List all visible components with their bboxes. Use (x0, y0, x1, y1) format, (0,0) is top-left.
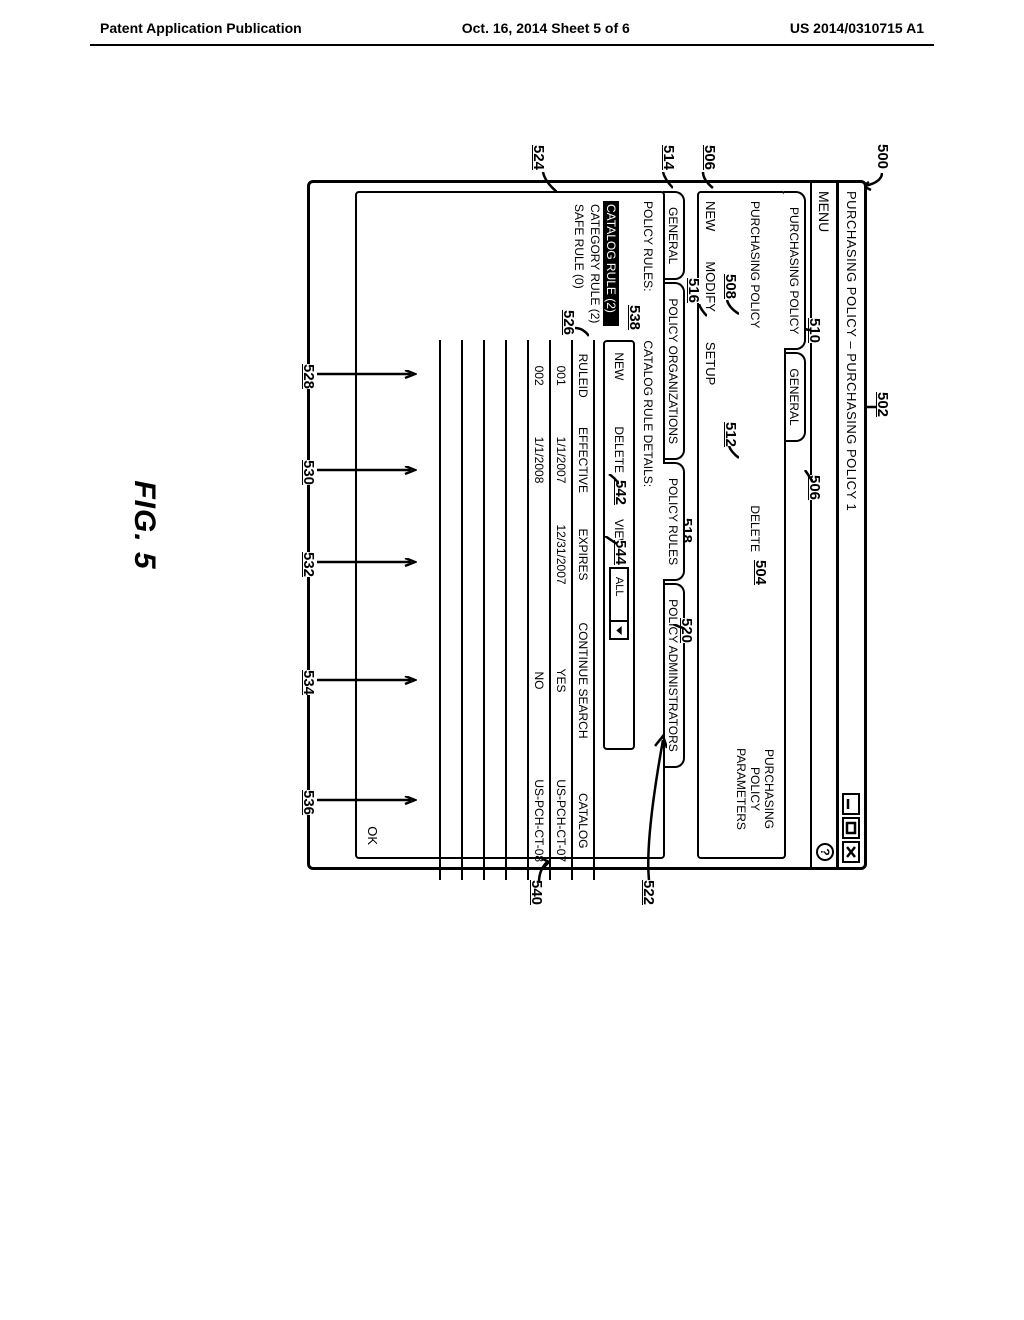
table-row (506, 340, 528, 880)
lead-536 (315, 796, 417, 812)
col-continue: CONTINUE SEARCH (572, 600, 594, 761)
lead-506b (803, 470, 813, 484)
lead-530 (315, 466, 417, 482)
help-icon[interactable]: ? (816, 843, 834, 861)
titlebar: PURCHASING POLICY – PURCHASING POLICY 1 (836, 183, 864, 867)
figure-5: 500 502 PURCHASING POLICY – PURCHASING P… (137, 140, 887, 910)
rules-panel: POLICY RULES: CATALOG RULE (2) CATEGORY … (355, 191, 665, 859)
lead-544 (603, 536, 617, 548)
lead-534 (315, 676, 417, 692)
table-row[interactable]: 001 1/1/2007 12/31/2007 YES US-PCH-CT-07 (550, 340, 572, 880)
cell-ruleid: 002 (528, 340, 550, 411)
cell-expires (528, 509, 550, 600)
cell-effective: 1/1/2007 (550, 411, 572, 509)
cell-continue: NO (528, 600, 550, 761)
table-row (462, 340, 484, 880)
chevron-down-icon (611, 620, 627, 638)
lead-522 (639, 730, 667, 885)
lead-514 (661, 172, 673, 192)
page-header: Patent Application Publication Oct. 16, … (0, 0, 1024, 44)
top-tabs: PURCHASING POLICY GENERAL (784, 183, 810, 867)
lead-532 (315, 558, 417, 574)
lead-542 (607, 474, 619, 486)
panel-actions: NEW MODIFY SETUP (703, 201, 718, 849)
tab-policy-orgs[interactable]: POLICY ORGANIZATIONS (663, 282, 685, 460)
setup-button-top[interactable]: SETUP (703, 342, 718, 385)
cell-catalog: US-PCH-CT-07 (550, 761, 572, 880)
tab-purchasing-policy[interactable]: PURCHASING POLICY (784, 191, 806, 350)
app-window: PURCHASING POLICY – PURCHASING POLICY 1 … (307, 180, 867, 870)
cell-expires: 12/31/2007 (550, 509, 572, 600)
lead-508 (725, 300, 739, 318)
table-row (440, 340, 462, 880)
window-title: PURCHASING POLICY – PURCHASING POLICY 1 (844, 191, 859, 511)
close-button[interactable] (843, 841, 861, 863)
col-catalog: CATALOG (572, 761, 594, 880)
lead-512 (727, 446, 739, 460)
panel-right-label: PURCHASING POLICY PARAMETERS (734, 729, 776, 849)
callout-512: 512 (722, 422, 739, 447)
rule-item-catalog[interactable]: CATALOG RULE (2) (603, 201, 619, 326)
top-panel: PURCHASING POLICY DELETE PURCHASING POLI… (697, 191, 786, 859)
callout-538: 538 (626, 305, 643, 330)
header-rule (90, 44, 934, 46)
ok-button[interactable]: OK (365, 826, 380, 845)
lead-526 (575, 326, 589, 338)
col-effective: EFFECTIVE (572, 411, 594, 509)
cell-ruleid: 001 (550, 340, 572, 411)
panel-left-label: PURCHASING POLICY (748, 201, 762, 328)
maximize-button[interactable] (843, 817, 861, 839)
tab-general-top[interactable]: GENERAL (784, 352, 806, 441)
minimize-button[interactable] (843, 793, 861, 815)
col-expires: EXPIRES (572, 509, 594, 600)
lead-528 (315, 370, 417, 386)
callout-504: 504 (752, 560, 769, 585)
rule-main: CATALOG RULE DETAILS: NEW DELETE VIEW: A… (439, 340, 655, 880)
rule-item-category[interactable]: CATEGORY RULE (2) (587, 201, 603, 326)
col-ruleid: RULEID (572, 340, 594, 411)
cell-effective: 1/1/2008 (528, 411, 550, 509)
table-row (484, 340, 506, 880)
callout-516: 516 (685, 278, 702, 303)
new-button-top[interactable]: NEW (703, 201, 718, 231)
rule-item-safe[interactable]: SAFE RULE (0) (571, 201, 587, 326)
policy-rules-label: POLICY RULES: (641, 201, 655, 326)
lead-520 (673, 624, 683, 634)
view-select-value: ALL (613, 569, 625, 621)
header-right: US 2014/0310715 A1 (790, 20, 924, 36)
lead-524 (539, 172, 557, 194)
header-left: Patent Application Publication (100, 20, 302, 36)
table-header-row: RULEID EFFECTIVE EXPIRES CONTINUE SEARCH… (572, 340, 594, 880)
callout-524: 524 (530, 145, 547, 170)
header-center: Oct. 16, 2014 Sheet 5 of 6 (462, 20, 630, 36)
callout-506: 506 (701, 145, 718, 170)
menu-label[interactable]: MENU (816, 191, 832, 232)
lead-516 (697, 304, 707, 318)
delete-button[interactable]: DELETE (612, 426, 626, 473)
callout-514: 514 (660, 145, 677, 170)
delete-button-top[interactable]: DELETE (748, 505, 762, 552)
tab-policy-rules[interactable]: POLICY RULES (663, 462, 685, 581)
tab-general[interactable]: GENERAL (663, 191, 685, 280)
lead-506 (701, 172, 715, 192)
callout-500: 500 (874, 144, 891, 169)
callout-508: 508 (722, 274, 739, 299)
new-button[interactable]: NEW (612, 352, 626, 380)
view-select[interactable]: ALL (609, 567, 629, 641)
table-row[interactable]: 002 1/1/2008 NO US-PCH-CT-08 (528, 340, 550, 880)
menubar: MENU ? (810, 183, 836, 867)
figure-caption: FIG. 5 (127, 480, 161, 569)
rule-list: CATALOG RULE (2) CATEGORY RULE (2) SAFE … (571, 201, 619, 326)
lead-540 (533, 858, 549, 884)
cell-continue: YES (550, 600, 572, 761)
rule-table: RULEID EFFECTIVE EXPIRES CONTINUE SEARCH… (439, 340, 595, 880)
window-controls (843, 793, 861, 863)
